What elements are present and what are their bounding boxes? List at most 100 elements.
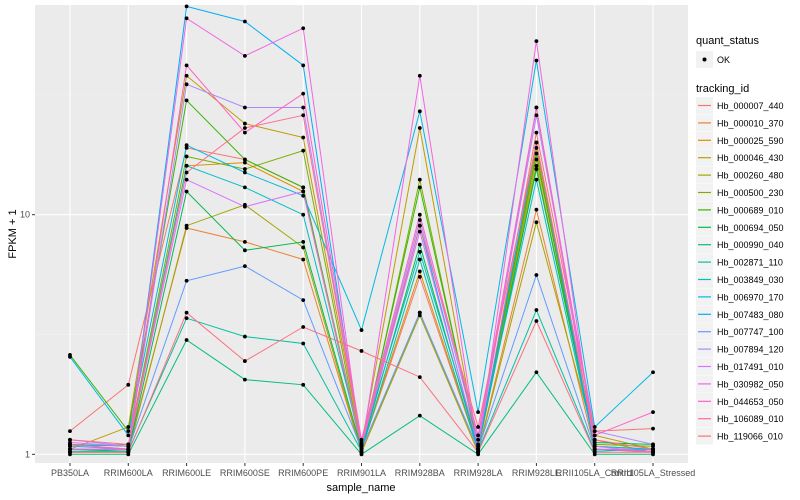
data-point <box>359 437 364 442</box>
data-point <box>242 204 247 209</box>
data-point <box>126 450 131 455</box>
data-point <box>301 239 306 244</box>
data-point <box>651 370 655 375</box>
data-point <box>359 328 364 332</box>
data-point <box>417 257 422 262</box>
data-point <box>301 325 306 329</box>
data-point <box>417 218 422 222</box>
legend-label: Hb_000260_480 <box>717 171 784 181</box>
x-tick-label: RRII105LA_Control <box>556 468 634 478</box>
data-point <box>242 264 247 269</box>
data-point <box>126 382 131 387</box>
data-point <box>534 130 539 135</box>
data-point <box>417 126 422 130</box>
data-point <box>592 440 597 445</box>
legend-label: Hb_044653_050 <box>717 397 784 407</box>
legend-label: Hb_000500_230 <box>717 188 784 198</box>
data-point <box>184 98 189 103</box>
data-point <box>476 433 481 438</box>
data-point <box>242 185 247 190</box>
data-point <box>651 410 655 415</box>
data-point <box>534 157 539 162</box>
data-point <box>359 442 364 447</box>
legend-label: Hb_017491_010 <box>717 362 784 372</box>
data-point <box>534 145 539 150</box>
data-point <box>301 185 306 190</box>
y-axis: 1 10 <box>20 210 35 459</box>
x-tick-label: RRII105LA_Stressed <box>611 468 696 478</box>
data-point <box>476 447 481 452</box>
data-point <box>301 135 306 140</box>
data-point <box>242 105 247 110</box>
legend: quant_status OK tracking_id Hb_000007_44… <box>696 35 784 445</box>
legend-label: Hb_000010_370 <box>717 118 784 128</box>
x-tick-label: RRIM600SE <box>220 468 270 478</box>
data-point <box>242 167 247 171</box>
data-point <box>68 429 72 433</box>
data-point <box>651 442 655 447</box>
data-point <box>534 273 539 277</box>
data-point <box>417 242 422 247</box>
data-point <box>68 442 72 447</box>
legend-label: Hb_000990_040 <box>717 240 784 250</box>
legend-label: Hb_007483_080 <box>717 310 784 320</box>
data-point <box>476 425 481 429</box>
x-tick-label: RRIM928BA <box>395 468 445 478</box>
data-point <box>184 4 189 9</box>
data-point <box>301 341 306 346</box>
data-point <box>301 91 306 96</box>
x-axis: PB350LA RRIM600LA RRIM600LE RRIM600SE RRIM60… <box>51 463 695 478</box>
data-point <box>126 433 131 438</box>
data-point <box>651 447 655 452</box>
data-point <box>126 425 131 429</box>
data-point <box>417 275 422 279</box>
data-point <box>417 229 422 234</box>
data-point <box>242 359 247 363</box>
data-point <box>417 177 422 182</box>
data-point <box>126 442 131 447</box>
x-tick-label: RRIM600PE <box>278 468 328 478</box>
data-point <box>534 140 539 145</box>
data-point <box>417 223 422 228</box>
data-point <box>417 212 422 217</box>
data-point <box>417 249 422 254</box>
legend-label: Hb_106089_010 <box>717 414 784 424</box>
data-point <box>184 82 189 87</box>
data-point <box>242 53 247 58</box>
data-point <box>242 248 247 253</box>
data-point <box>534 220 539 225</box>
data-point <box>68 437 72 442</box>
data-point <box>301 257 306 262</box>
data-point <box>301 245 306 250</box>
data-point <box>417 185 422 190</box>
data-point <box>242 239 247 244</box>
data-point <box>534 113 539 118</box>
data-point <box>126 447 131 452</box>
data-point <box>301 298 306 303</box>
x-tick-label: RRIM928LA <box>454 468 503 478</box>
data-point <box>242 170 247 175</box>
data-point <box>417 310 422 315</box>
data-point <box>534 163 539 168</box>
data-point <box>476 444 481 449</box>
data-point <box>417 269 422 274</box>
x-tick-label: RRIM928LE <box>512 468 561 478</box>
data-point <box>242 334 247 339</box>
data-point <box>301 212 306 217</box>
legend-label: Hb_007894_120 <box>717 345 784 355</box>
legend-label: Hb_002871_110 <box>717 258 783 268</box>
data-point <box>359 349 364 353</box>
data-point <box>651 450 655 455</box>
data-point <box>534 105 539 110</box>
data-point <box>68 355 72 359</box>
data-point <box>184 143 189 148</box>
legend-label: Hb_000046_430 <box>717 153 784 163</box>
data-point <box>301 26 306 31</box>
data-point <box>184 177 189 182</box>
data-point <box>417 375 422 380</box>
data-point <box>534 370 539 375</box>
legend-title-tracking-id: tracking_id <box>696 83 749 95</box>
data-point <box>184 73 189 78</box>
data-point <box>126 429 131 433</box>
data-point <box>301 105 306 110</box>
